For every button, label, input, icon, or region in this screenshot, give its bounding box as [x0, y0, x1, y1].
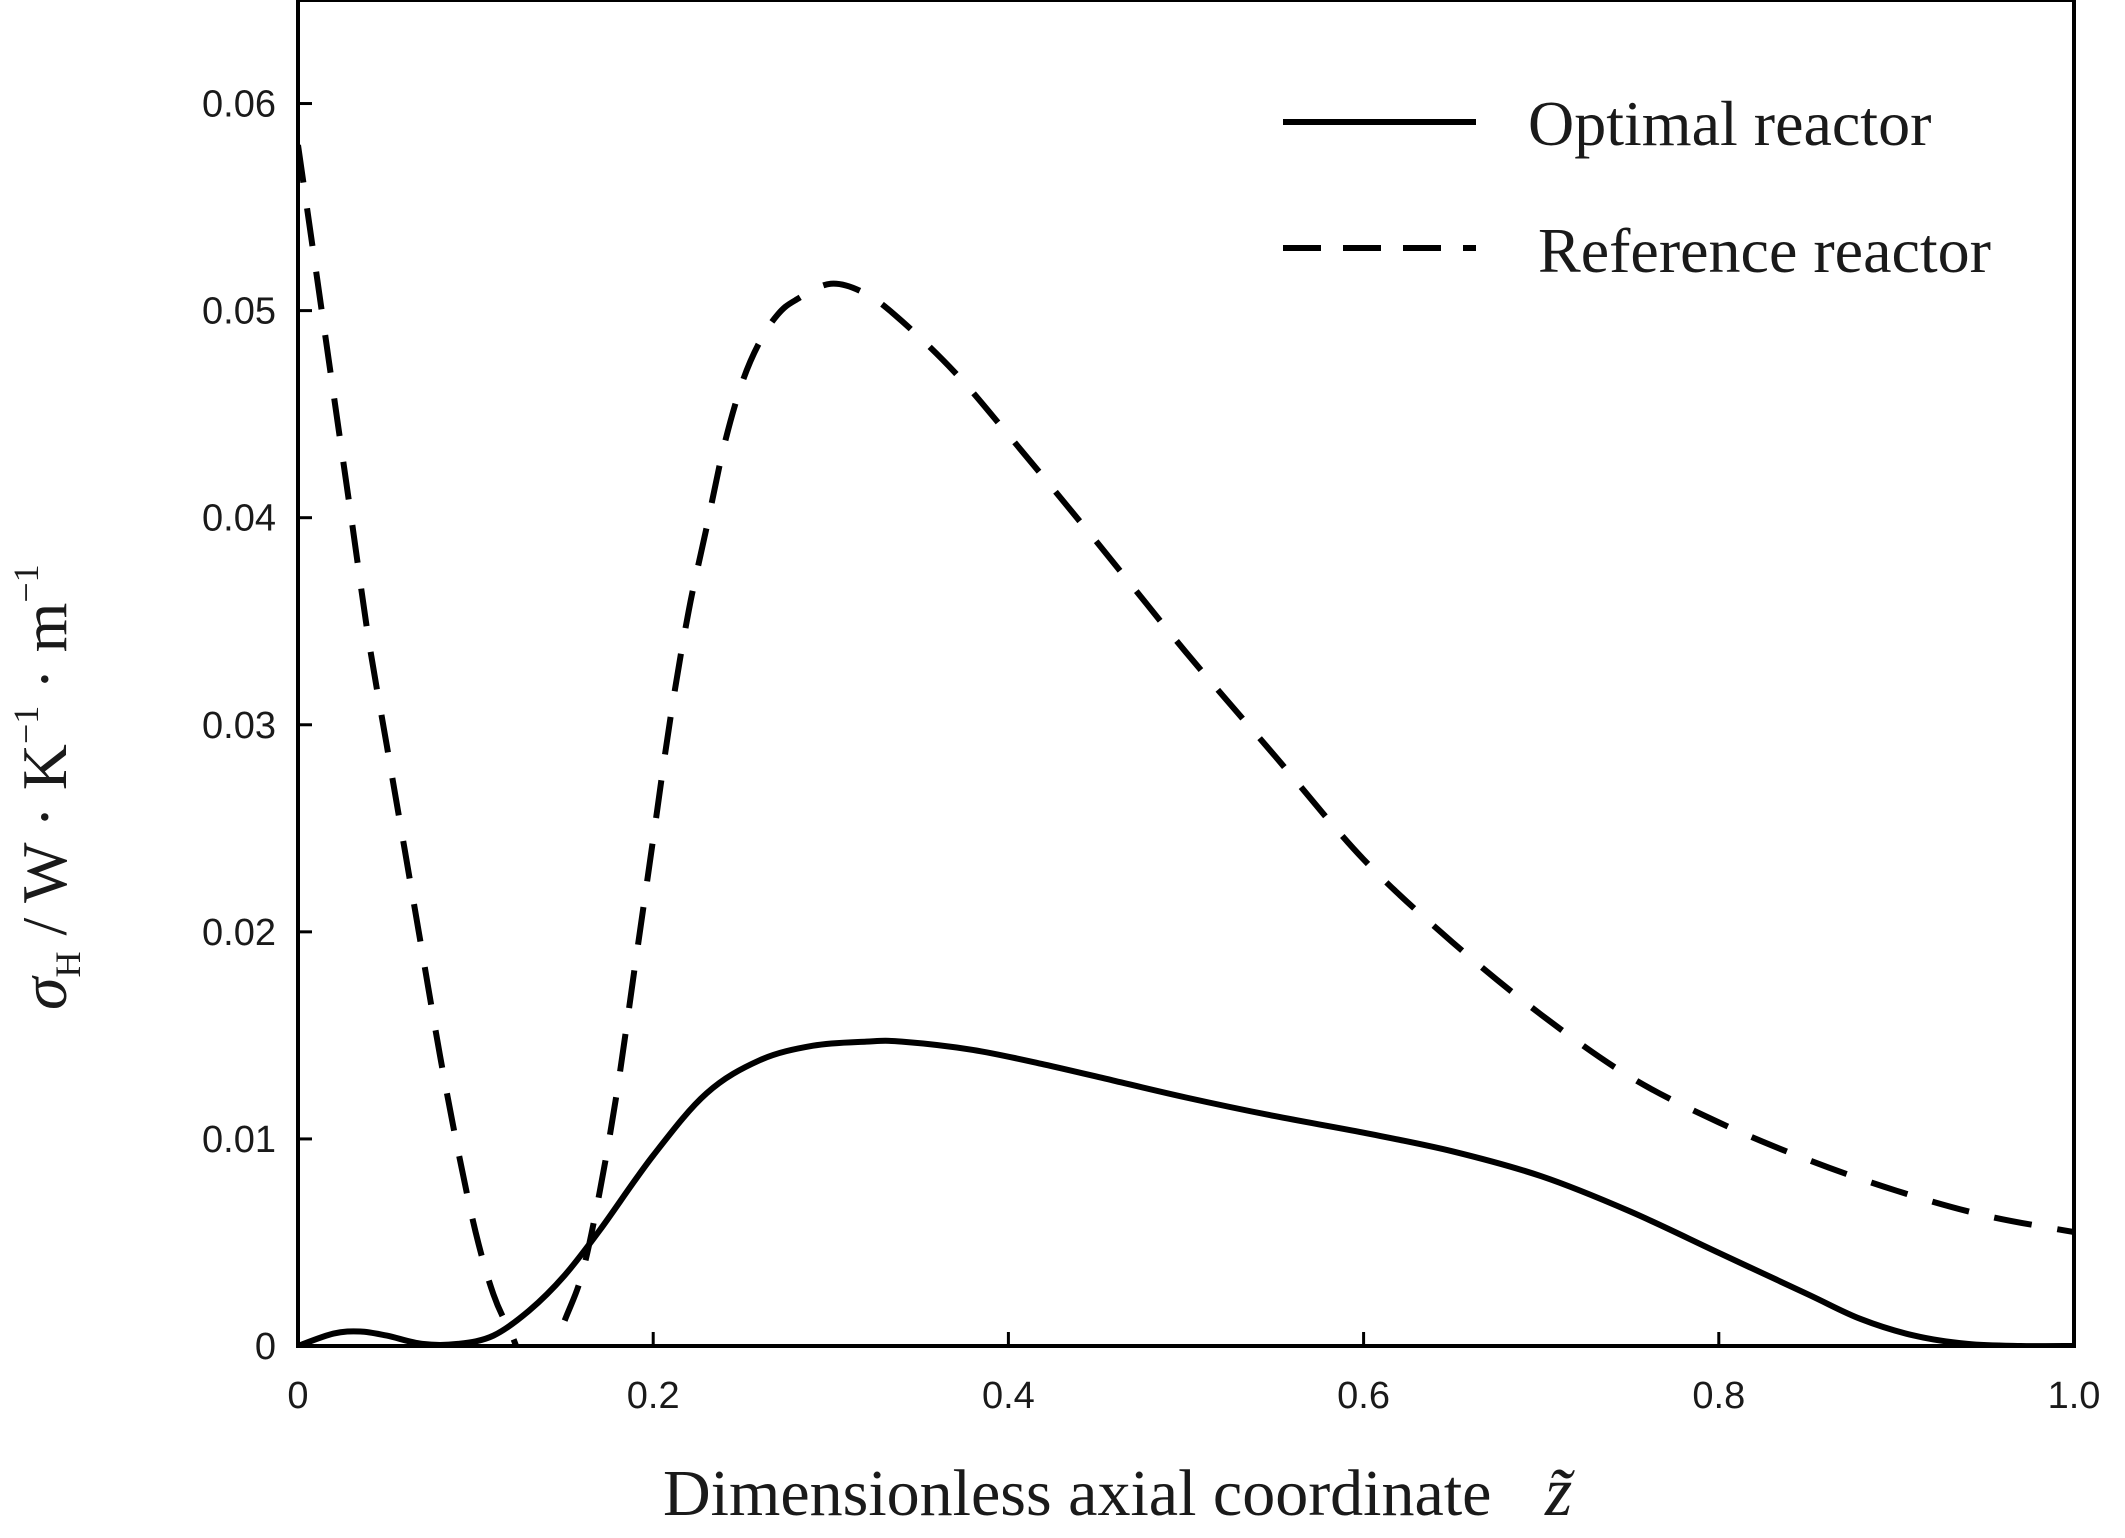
y-axis-subscript: H	[48, 951, 88, 977]
y-axis-title: σH/ W · K−1 · m−1	[6, 564, 88, 1010]
y-tick-label: 0.02	[202, 912, 276, 954]
series-line-reference	[298, 144, 2074, 1346]
x-axis-ticks: 0 0.2 0.4 0.6 0.8 1.0	[287, 1332, 2100, 1417]
x-axis-title: Dimensionless axial coordinate z̃	[663, 1454, 1575, 1531]
y-tick-label: 0	[255, 1326, 276, 1368]
series-line-optimal	[298, 1037, 2074, 1346]
x-axis-symbol: z̃	[1544, 1454, 1575, 1531]
y-tick-label: 0.04	[202, 498, 276, 540]
series-layer	[298, 144, 2074, 1346]
legend: Optimal reactor Reference reactor	[1283, 88, 1991, 286]
svg-text:σH/ W · K−1 · m−1: σH/ W · K−1 · m−1	[6, 564, 88, 1010]
y-axis-ticks: 0 0.01 0.02 0.03 0.04 0.05 0.06	[202, 84, 312, 1368]
y-axis-units-m: · m	[9, 603, 80, 706]
plot-frame	[296, 0, 2076, 1348]
y-tick-label: 0.05	[202, 291, 276, 333]
x-tick-label: 0.2	[627, 1375, 680, 1417]
y-tick-label: 0.06	[202, 84, 276, 126]
x-tick-label: 0.4	[982, 1375, 1035, 1417]
y-axis-exponent-2: −1	[6, 564, 46, 602]
x-tick-label: 0	[287, 1375, 308, 1417]
x-tick-label: 0.8	[1692, 1375, 1745, 1417]
x-axis-title-text: Dimensionless axial coordinate	[663, 1457, 1491, 1530]
legend-label-optimal: Optimal reactor	[1528, 88, 1931, 159]
y-axis-exponent-1: −1	[6, 706, 46, 744]
x-tick-label: 1.0	[2048, 1375, 2101, 1417]
x-tick-label: 0.6	[1337, 1375, 1390, 1417]
y-tick-label: 0.01	[202, 1119, 276, 1161]
y-axis-units: / W · K	[9, 744, 80, 935]
y-axis-symbol: σ	[8, 975, 81, 1010]
legend-label-reference: Reference reactor	[1538, 215, 1991, 286]
y-tick-label: 0.03	[202, 705, 276, 747]
